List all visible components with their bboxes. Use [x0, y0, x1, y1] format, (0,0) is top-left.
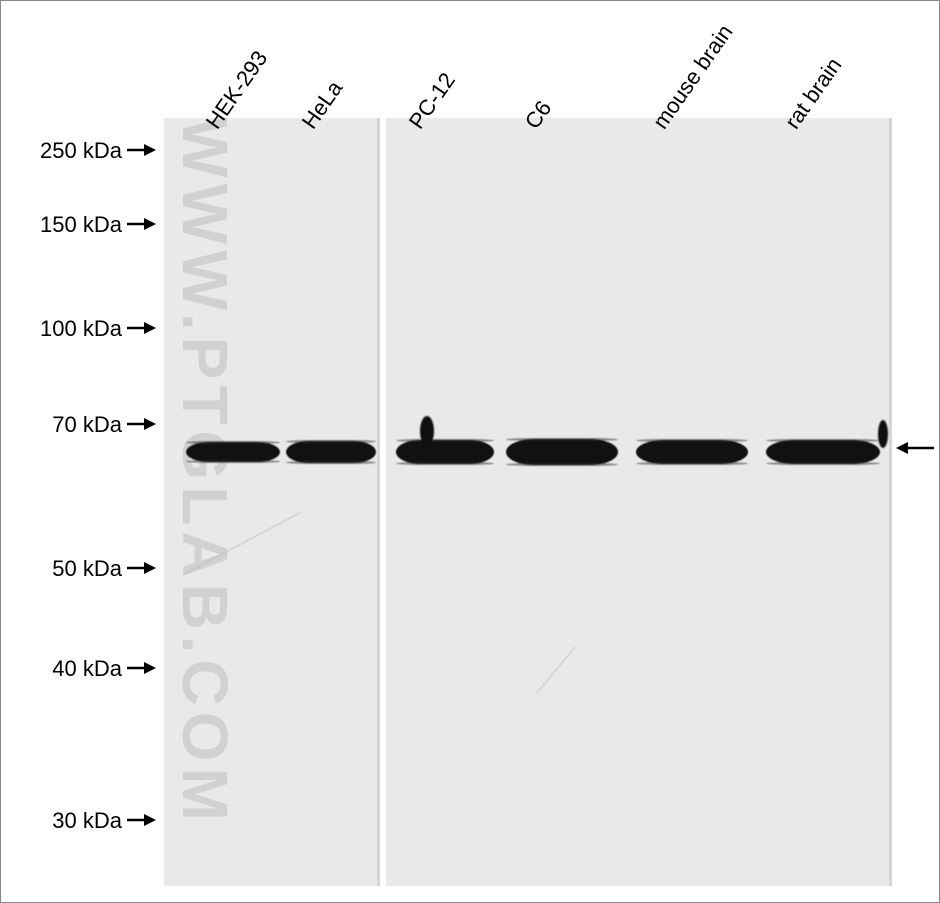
protein-band [506, 439, 618, 465]
mw-marker-arrow [126, 415, 156, 433]
protein-band [396, 440, 494, 464]
mw-marker-label: 250 kDa [0, 138, 122, 164]
figure-panel: WWW.PTGLAB.COM 250 kDa 150 kDa 100 kDa 70 k… [0, 0, 940, 903]
band-artifact [878, 420, 888, 448]
mw-marker-label: 100 kDa [0, 316, 122, 342]
mw-marker-label: 40 kDa [0, 656, 122, 682]
mw-marker-label: 70 kDa [0, 412, 122, 438]
protein-band [286, 441, 376, 463]
mw-marker-arrow [126, 659, 156, 677]
mw-marker-arrow [126, 215, 156, 233]
mw-marker-arrow [126, 811, 156, 829]
mw-marker-arrow [126, 141, 156, 159]
mw-marker-label: 30 kDa [0, 808, 122, 834]
membrane-region [386, 118, 892, 886]
band-artifact [420, 416, 434, 446]
protein-band [636, 440, 748, 464]
protein-band [186, 442, 280, 462]
mw-marker-arrow [126, 319, 156, 337]
mw-marker-label: 150 kDa [0, 212, 122, 238]
mw-marker-arrow [126, 559, 156, 577]
watermark-text: WWW.PTGLAB.COM [168, 117, 242, 827]
mw-marker-label: 50 kDa [0, 556, 122, 582]
protein-band [766, 440, 880, 464]
target-arrow [896, 438, 936, 458]
